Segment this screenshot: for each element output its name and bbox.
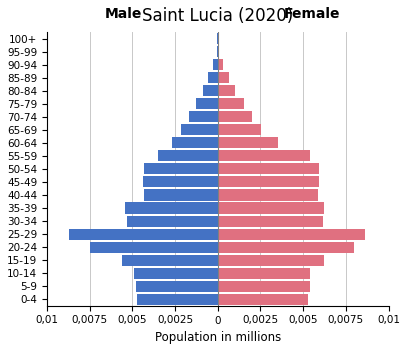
Bar — [218, 59, 223, 70]
Bar — [218, 124, 261, 135]
Bar — [181, 124, 218, 135]
Bar — [218, 294, 308, 305]
X-axis label: Population in millions: Population in millions — [155, 331, 281, 344]
Bar — [90, 241, 218, 253]
Bar — [218, 190, 318, 200]
Bar — [217, 33, 218, 44]
Bar — [218, 111, 252, 122]
Bar — [218, 85, 235, 96]
Bar — [218, 254, 324, 266]
Bar — [69, 229, 218, 240]
Bar — [218, 229, 365, 240]
Bar — [218, 241, 354, 253]
Bar — [127, 216, 218, 227]
Bar — [144, 190, 218, 200]
Bar — [172, 137, 218, 148]
Bar — [218, 46, 219, 57]
Bar — [195, 98, 218, 109]
Bar — [218, 216, 323, 227]
Bar — [203, 85, 218, 96]
Bar — [213, 59, 218, 70]
Title: Saint Lucia (2020): Saint Lucia (2020) — [142, 7, 293, 25]
Bar — [218, 163, 319, 174]
Bar — [218, 150, 310, 161]
Bar — [144, 163, 218, 174]
Bar — [218, 268, 310, 279]
Bar — [218, 281, 310, 292]
Text: Female: Female — [283, 7, 340, 21]
Bar — [217, 46, 218, 57]
Bar — [189, 111, 218, 122]
Bar — [218, 72, 229, 83]
Text: Male: Male — [105, 7, 142, 21]
Bar — [138, 294, 218, 305]
Bar — [125, 203, 218, 213]
Bar — [218, 177, 319, 187]
Bar — [218, 137, 278, 148]
Bar — [122, 254, 218, 266]
Bar — [134, 268, 218, 279]
Bar — [158, 150, 218, 161]
Bar — [208, 72, 218, 83]
Bar — [136, 281, 218, 292]
Bar — [218, 98, 244, 109]
Bar — [218, 203, 324, 213]
Bar — [142, 177, 218, 187]
